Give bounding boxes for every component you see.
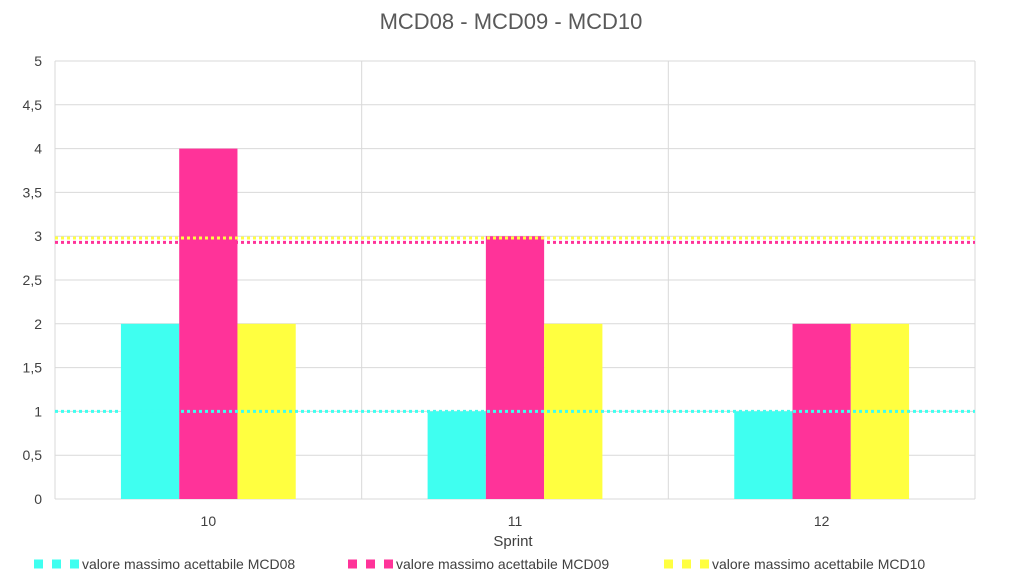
bar [734, 411, 793, 499]
y-tick-label: 4,5 [23, 97, 43, 113]
y-tick-label: 0 [34, 491, 42, 507]
chart-title: MCD08 - MCD09 - MCD10 [380, 9, 643, 34]
legend-label: valore massimo acettabile MCD08 [82, 556, 295, 572]
y-axis-ticks: 0 0,5 1 1,5 2 2,5 3 3,5 4 4,5 5 [23, 53, 43, 507]
y-tick-label: 3,5 [23, 184, 43, 200]
y-tick-label: 5 [34, 53, 42, 69]
legend-label: valore massimo acettabile MCD09 [396, 556, 609, 572]
y-tick-label: 4 [34, 141, 42, 157]
x-tick-label: 10 [201, 513, 217, 529]
x-tick-label: 12 [814, 513, 830, 529]
y-tick-label: 2,5 [23, 272, 43, 288]
y-tick-label: 1,5 [23, 360, 43, 376]
y-tick-label: 1 [34, 403, 42, 419]
y-tick-label: 3 [34, 228, 42, 244]
x-axis-title: Sprint [493, 533, 533, 550]
y-tick-label: 2 [34, 316, 42, 332]
y-tick-label: 0,5 [23, 447, 43, 463]
legend: valore massimo acettabile MCD08 valore ma… [34, 556, 925, 572]
bar [179, 148, 238, 499]
bar [427, 411, 486, 499]
x-tick-label: 11 [508, 513, 523, 529]
bar [485, 236, 545, 499]
legend-label: valore massimo acettabile MCD10 [712, 556, 925, 572]
x-axis-ticks: 10 11 12 [201, 513, 830, 529]
